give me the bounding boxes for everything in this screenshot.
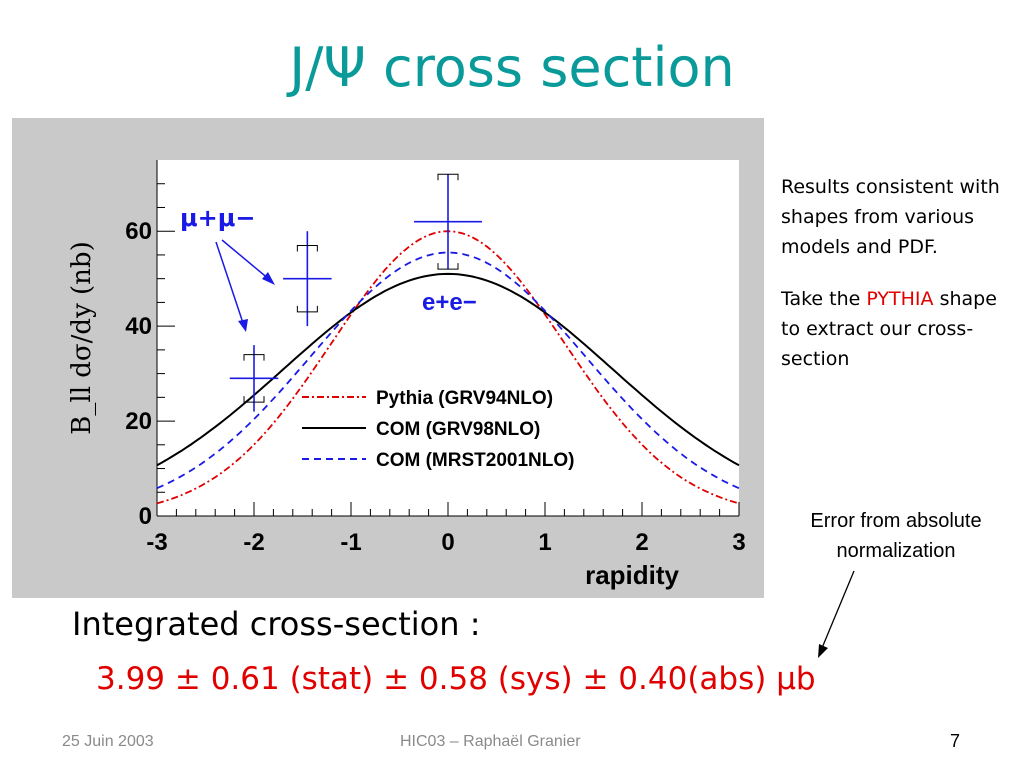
mumu-arrow-1-head (262, 272, 275, 285)
pythia-note: Take the PYTHIA shape to extract our cro… (781, 284, 1016, 374)
x-tick-label: 0 (441, 529, 454, 556)
mumu-arrow-2-head (238, 319, 248, 332)
x-tick-label: -1 (340, 529, 361, 556)
mumu-annotation: μ+μ− (180, 204, 256, 232)
x-axis-label: rapidity (585, 560, 679, 590)
mumu-arrow-2 (215, 241, 245, 327)
page-number: 7 (950, 731, 961, 751)
legend-label-2: COM (MRST2001NLO) (376, 450, 574, 471)
pythia-note-before: Take the (781, 288, 867, 310)
error-arrow-head (818, 644, 828, 658)
x-tick-label: 1 (538, 529, 551, 556)
y-axis-label: B_ll dσ/dy (nb) (67, 241, 97, 434)
y-tick-label: 40 (125, 313, 152, 340)
results-commentary: Results consistent with shapes from vari… (781, 172, 1016, 396)
cross-section-plot: -3 -2 -1 0 1 2 3 0 20 40 60 rapidity B_ll dσ/dy (nb)… (12, 118, 764, 598)
slide-title: J/Ψ cross section (289, 36, 735, 99)
footer-author: HIC03 – Raphaël Granier (400, 733, 581, 750)
pythia-highlight: PYTHIA (866, 288, 934, 310)
footer-date: 25 Juin 2003 (62, 733, 154, 750)
ee-annotation: e+e− (422, 289, 477, 316)
data-sys-bottom-1 (243, 396, 265, 403)
x-tick-label: -3 (146, 529, 167, 556)
x-tick-label: -2 (243, 529, 264, 556)
data-sys-bottom-2 (437, 263, 459, 270)
data-sys-top-0 (296, 244, 318, 252)
chart-svg: -3 -2 -1 0 1 2 3 0 20 40 60 rapidity B_ll dσ/dy (nb)… (67, 160, 746, 590)
y-tick-label: 60 (125, 218, 152, 245)
error-note: Error from absolute normalization (810, 510, 982, 562)
data-sys-top-2 (437, 173, 459, 181)
x-tick-label: 2 (635, 529, 648, 556)
data-sys-top-1 (243, 354, 265, 361)
legend-label-1: COM (GRV98NLO) (376, 419, 540, 440)
data-sys-bottom-0 (296, 305, 318, 313)
y-axis-label-text: B_ll dσ/dy (nb) (67, 241, 97, 434)
consistency-note: Results consistent with shapes from vari… (781, 176, 1000, 258)
y-tick-label: 0 (139, 503, 152, 530)
pythia-note-after: shape to extract our cross-section (781, 288, 997, 370)
error-arrow-line (821, 570, 855, 649)
result-value: 3.99 ± 0.61 (stat) ± 0.58 (sys) ± 0.40(a… (96, 661, 816, 697)
x-tick-label: 3 (732, 529, 745, 556)
integrated-label: Integrated cross-section : (72, 605, 481, 643)
y-tick-label: 20 (125, 408, 152, 435)
mumu-arrow-1 (221, 239, 271, 281)
legend-label-0: Pythia (GRV94NLO) (376, 388, 553, 409)
